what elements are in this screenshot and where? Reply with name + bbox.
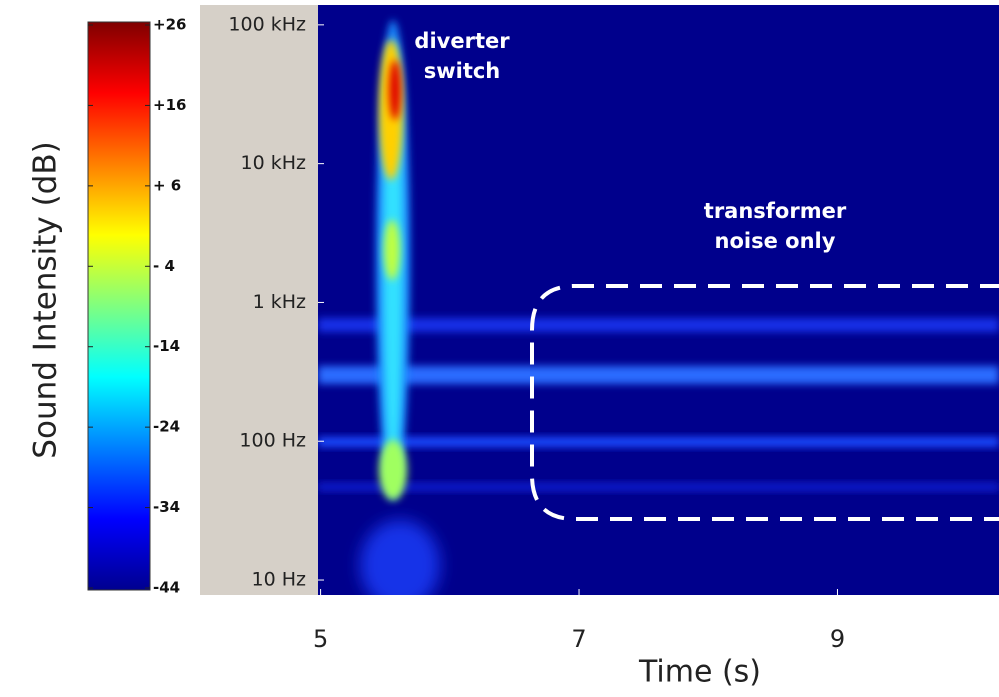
annotation: transformer bbox=[704, 199, 847, 223]
highlight-box bbox=[530, 284, 999, 521]
y-tick-label: 1 kHz bbox=[253, 291, 306, 313]
y-tick-label: 10 Hz bbox=[252, 569, 307, 591]
annotation: diverter bbox=[414, 29, 510, 53]
spectrogram bbox=[318, 5, 999, 595]
colorbar-tick-label: +26 bbox=[153, 16, 186, 34]
annotation: noise only bbox=[715, 229, 836, 253]
colorbar-tick-label: -34 bbox=[153, 498, 180, 516]
y-tick-label: 10 kHz bbox=[241, 152, 307, 174]
colorbar-tick-label: -24 bbox=[153, 418, 180, 436]
colorbar bbox=[87, 21, 151, 591]
y-tick-label: 100 kHz bbox=[228, 13, 306, 35]
colorbar-tick-label: -44 bbox=[153, 579, 180, 597]
colorbar-label: Sound Intensity (dB) bbox=[28, 141, 64, 458]
x-axis-label: Time (s) bbox=[638, 655, 761, 690]
x-tick-label: 5 bbox=[313, 625, 328, 653]
colorbar-tick-label: -14 bbox=[153, 337, 180, 355]
y-tick-label: 100 Hz bbox=[239, 430, 306, 452]
x-tick-label: 7 bbox=[571, 625, 586, 653]
annotation: switch bbox=[424, 59, 501, 83]
colorbar-tick-label: + 6 bbox=[153, 176, 181, 194]
colorbar-tick-label: - 4 bbox=[153, 257, 175, 275]
colorbar-tick-label: +16 bbox=[153, 96, 186, 114]
axis-panel bbox=[200, 5, 318, 595]
x-tick-label: 9 bbox=[830, 625, 845, 653]
